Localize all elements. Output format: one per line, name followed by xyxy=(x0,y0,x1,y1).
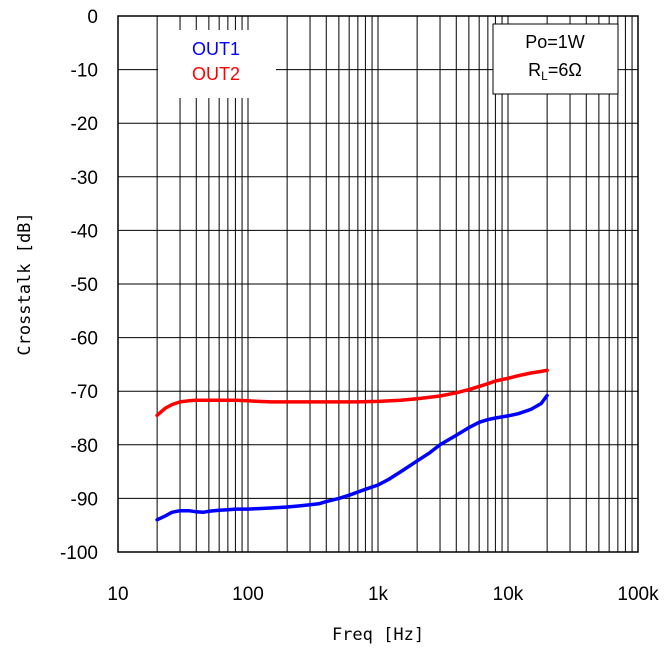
y-tick-label: -50 xyxy=(71,275,98,296)
x-tick-label: 100 xyxy=(232,584,264,605)
y-tick-label: -80 xyxy=(71,436,98,457)
y-tick-label: -30 xyxy=(71,168,98,189)
conditions-box: Po=1W RL=6Ω xyxy=(492,23,619,95)
x-tick-labels: 10 100 1k 10k 100k xyxy=(107,584,659,605)
y-tick-label: -100 xyxy=(60,543,98,564)
grid xyxy=(118,16,638,552)
legend-out2: OUT2 xyxy=(192,64,240,84)
condition-rl: RL=6Ω xyxy=(528,60,582,83)
y-tick-label: -40 xyxy=(71,221,98,242)
legend: OUT1 OUT2 xyxy=(158,30,276,98)
x-axis-label: Freq [Hz] xyxy=(332,625,424,645)
y-tick-label: -10 xyxy=(71,61,98,82)
condition-po: Po=1W xyxy=(525,32,585,52)
x-tick-label: 1k xyxy=(368,584,389,605)
y-tick-label: -20 xyxy=(71,114,98,135)
y-tick-label: -60 xyxy=(71,329,98,350)
x-tick-label: 10 xyxy=(107,584,128,605)
plot-frame xyxy=(117,15,639,553)
series-line-out1 xyxy=(155,393,549,522)
y-tick-label: -90 xyxy=(71,489,98,510)
series-lines xyxy=(155,368,549,522)
y-tick-label: -70 xyxy=(71,382,98,403)
x-tick-label: 10k xyxy=(493,584,524,605)
y-tick-label: 0 xyxy=(87,7,98,28)
legend-out1: OUT1 xyxy=(192,39,240,59)
series-line-out2 xyxy=(155,368,549,418)
x-tick-label: 100k xyxy=(617,584,659,605)
legend-box xyxy=(158,30,276,98)
conditions-box-bg xyxy=(492,23,619,95)
y-axis-label: Crosstalk [dB] xyxy=(15,212,35,355)
y-tick-labels: 0 -10 -20 -30 -40 -50 -60 -70 -80 -90 -100 xyxy=(60,7,98,564)
